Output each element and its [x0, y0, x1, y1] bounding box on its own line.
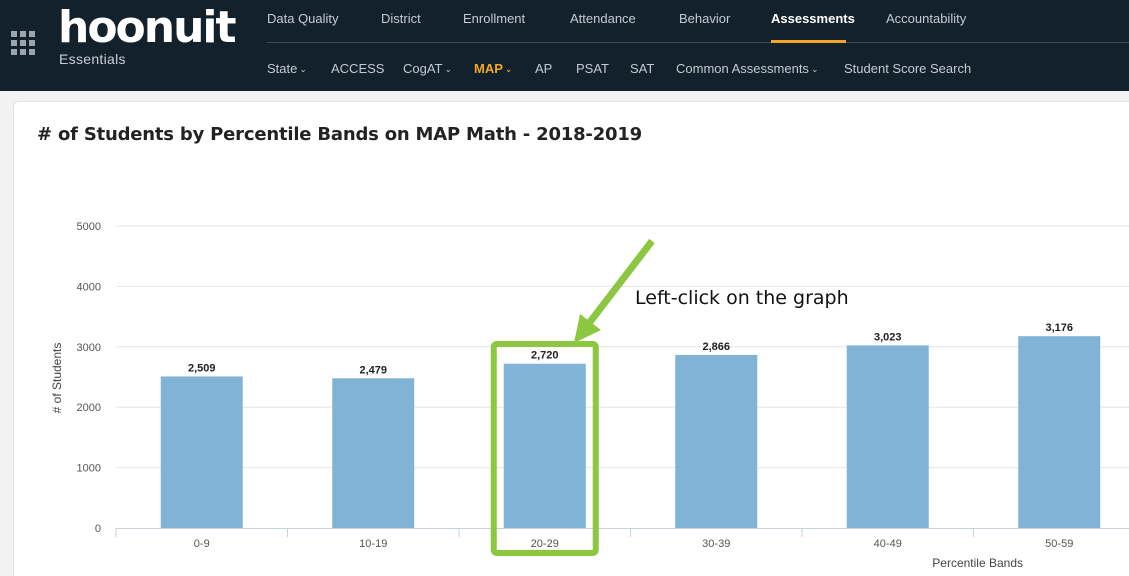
data-label: 2,479 — [359, 364, 387, 376]
data-label: 3,023 — [874, 331, 902, 343]
x-tick-label: 50-59 — [1045, 538, 1073, 550]
y-axis-label: # of Students — [50, 343, 64, 414]
y-tick-label: 1000 — [77, 463, 101, 475]
bar[interactable] — [847, 345, 929, 528]
bar[interactable] — [1018, 336, 1100, 528]
x-tick-label: 10-19 — [359, 538, 387, 550]
bar[interactable] — [504, 364, 586, 528]
y-tick-label: 3000 — [77, 342, 101, 354]
bar[interactable] — [161, 376, 243, 528]
x-tick-label: 20-29 — [531, 538, 559, 550]
annotation-text: Left-click on the graph — [635, 287, 849, 309]
bar[interactable] — [675, 355, 757, 528]
data-label: 2,509 — [188, 362, 216, 374]
y-tick-label: 5000 — [77, 221, 101, 233]
x-tick-label: 0-9 — [194, 538, 210, 550]
x-tick-label: 30-39 — [702, 538, 730, 550]
x-tick-label: 40-49 — [874, 538, 902, 550]
y-tick-label: 0 — [95, 523, 101, 535]
x-axis-label: Percentile Bands — [932, 556, 1023, 570]
annotation-arrow-shaft — [590, 241, 652, 322]
data-label: 3,176 — [1045, 322, 1073, 334]
y-tick-label: 2000 — [77, 402, 101, 414]
data-label: 2,866 — [702, 341, 730, 353]
data-label: 2,720 — [531, 350, 559, 362]
y-tick-label: 4000 — [77, 281, 101, 293]
bar[interactable] — [332, 378, 414, 528]
